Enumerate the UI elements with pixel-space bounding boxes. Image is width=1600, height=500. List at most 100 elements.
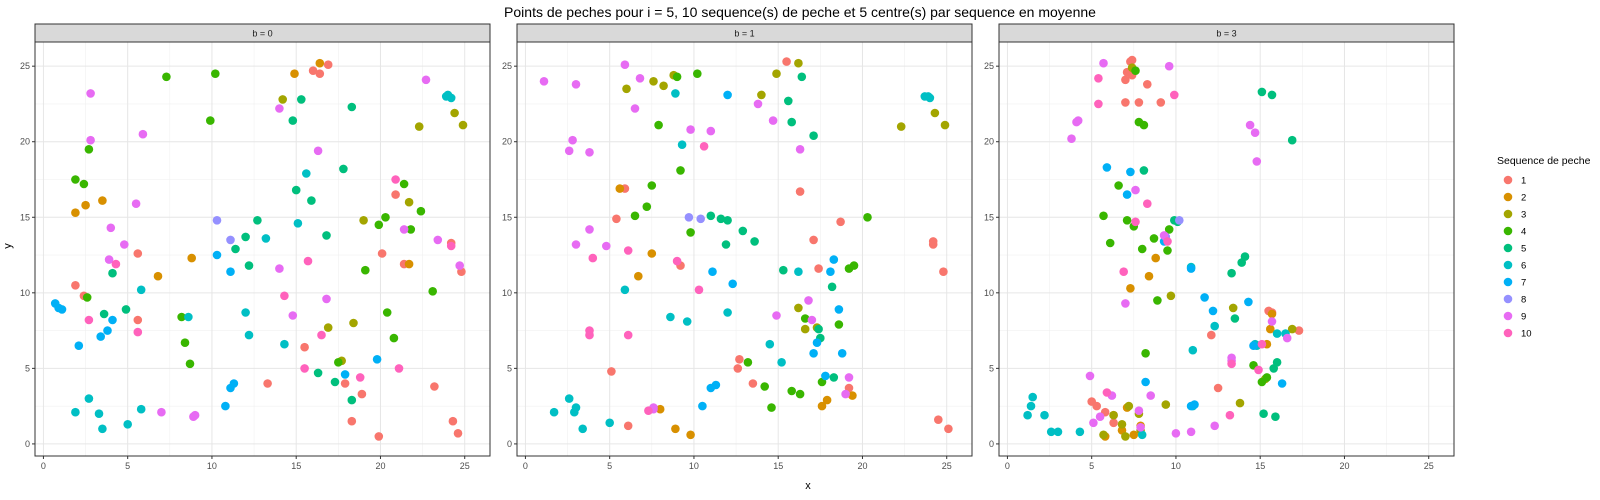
data-point-seq-4	[647, 181, 657, 190]
data-point-seq-4	[185, 359, 195, 369]
x-tick-label: 15	[291, 461, 301, 471]
data-point-seq-3	[1228, 303, 1238, 313]
data-point-seq-5	[809, 131, 818, 140]
data-point-seq-10	[300, 364, 309, 373]
data-point-seq-6	[765, 339, 775, 349]
data-point-seq-9	[157, 407, 166, 417]
data-point-seq-7	[1102, 163, 1112, 172]
data-point-seq-6	[1028, 392, 1037, 402]
data-point-seq-10	[1131, 217, 1140, 227]
data-point-seq-3	[896, 122, 906, 131]
data-point-seq-3	[794, 303, 803, 313]
data-point-seq-5	[706, 211, 716, 221]
data-point-seq-5	[1257, 87, 1267, 97]
data-point-seq-1	[836, 217, 845, 227]
legend-label: 7	[1521, 278, 1526, 289]
x-tick-label: 10	[1171, 461, 1181, 471]
data-point-seq-7	[372, 355, 382, 364]
x-tick-label: 25	[1424, 461, 1434, 471]
data-point-seq-5	[339, 164, 348, 174]
data-point-seq-4	[162, 72, 171, 82]
data-point-seq-7	[821, 371, 830, 381]
data-point-seq-7	[834, 305, 844, 314]
data-point-seq-1	[1156, 98, 1166, 107]
data-point-seq-6	[244, 330, 254, 340]
data-point-seq-2	[404, 259, 414, 269]
data-point-seq-1	[430, 382, 439, 391]
data-point-seq-7	[1126, 167, 1135, 177]
data-point-seq-2	[647, 249, 657, 258]
data-point-seq-4	[374, 220, 384, 230]
data-point-seq-9	[1267, 317, 1277, 326]
data-point-seq-10	[1257, 339, 1267, 349]
data-point-seq-6	[666, 312, 675, 322]
data-point-seq-5	[241, 232, 250, 242]
data-point-seq-9	[288, 311, 298, 320]
data-point-seq-9	[86, 135, 95, 145]
data-point-seq-3	[323, 323, 333, 332]
data-point-seq-7	[57, 305, 67, 314]
data-point-seq-2	[1266, 324, 1275, 334]
data-point-seq-1	[453, 429, 463, 438]
data-point-seq-9	[104, 255, 114, 264]
data-point-seq-7	[1277, 379, 1287, 388]
data-point-seq-9	[1186, 427, 1196, 437]
data-point-seq-1	[133, 249, 143, 258]
data-point-seq-9	[585, 225, 594, 234]
data-point-seq-5	[723, 216, 732, 225]
data-point-seq-9	[807, 315, 817, 325]
data-point-seq-10	[355, 373, 365, 382]
data-point-seq-2	[1267, 309, 1277, 319]
data-point-seq-6	[280, 339, 289, 349]
data-point-seq-9	[120, 240, 129, 249]
data-point-seq-9	[686, 125, 695, 134]
data-point-seq-10	[1102, 388, 1112, 397]
legend-swatch	[1503, 311, 1513, 321]
data-point-seq-1	[71, 281, 80, 290]
legend-swatch	[1503, 226, 1513, 236]
chart-title: Points de peches pour i = 5, 10 sequence…	[504, 4, 1096, 20]
data-point-seq-6	[136, 404, 146, 414]
data-point-seq-6	[136, 285, 146, 295]
data-point-seq-10	[1254, 365, 1263, 375]
data-point-seq-10	[1163, 237, 1172, 246]
data-point-seq-1	[1127, 55, 1137, 65]
data-point-seq-6	[777, 358, 786, 367]
data-point-seq-6	[84, 394, 94, 403]
data-point-seq-5	[307, 196, 316, 205]
data-point-seq-3	[930, 108, 940, 118]
panel-background	[999, 42, 1454, 456]
data-point-seq-3	[1166, 291, 1176, 301]
data-point-seq-3	[458, 120, 468, 130]
data-point-seq-9	[571, 240, 581, 249]
data-point-seq-8	[212, 216, 222, 225]
data-point-seq-1	[357, 389, 367, 399]
data-point-seq-9	[1245, 120, 1255, 130]
data-point-seq-1	[733, 364, 743, 373]
data-point-seq-9	[399, 225, 409, 234]
x-tick-label: 0	[41, 461, 46, 471]
data-point-seq-4	[399, 179, 409, 189]
data-point-seq-2	[153, 271, 163, 281]
data-point-seq-1	[1134, 98, 1144, 107]
data-point-seq-6	[446, 93, 456, 103]
data-point-seq-9	[86, 89, 95, 98]
data-point-seq-1	[340, 379, 350, 388]
data-point-seq-5	[288, 116, 298, 125]
legend-swatch	[1503, 260, 1513, 270]
data-point-seq-9	[1252, 157, 1262, 166]
data-point-seq-2	[634, 271, 643, 281]
y-tick-label: 15	[984, 212, 994, 222]
data-point-seq-4	[686, 228, 695, 237]
data-point-seq-9	[706, 126, 716, 136]
data-point-seq-4	[630, 211, 640, 221]
data-point-seq-9	[1085, 371, 1095, 381]
data-point-seq-4	[800, 314, 810, 323]
data-point-seq-6	[671, 89, 680, 98]
data-point-seq-3	[1161, 400, 1171, 409]
data-point-seq-3	[772, 69, 781, 78]
data-point-seq-7	[340, 370, 350, 379]
legend-label: 3	[1521, 210, 1526, 221]
data-point-seq-4	[180, 338, 190, 348]
data-point-seq-5	[121, 305, 131, 314]
